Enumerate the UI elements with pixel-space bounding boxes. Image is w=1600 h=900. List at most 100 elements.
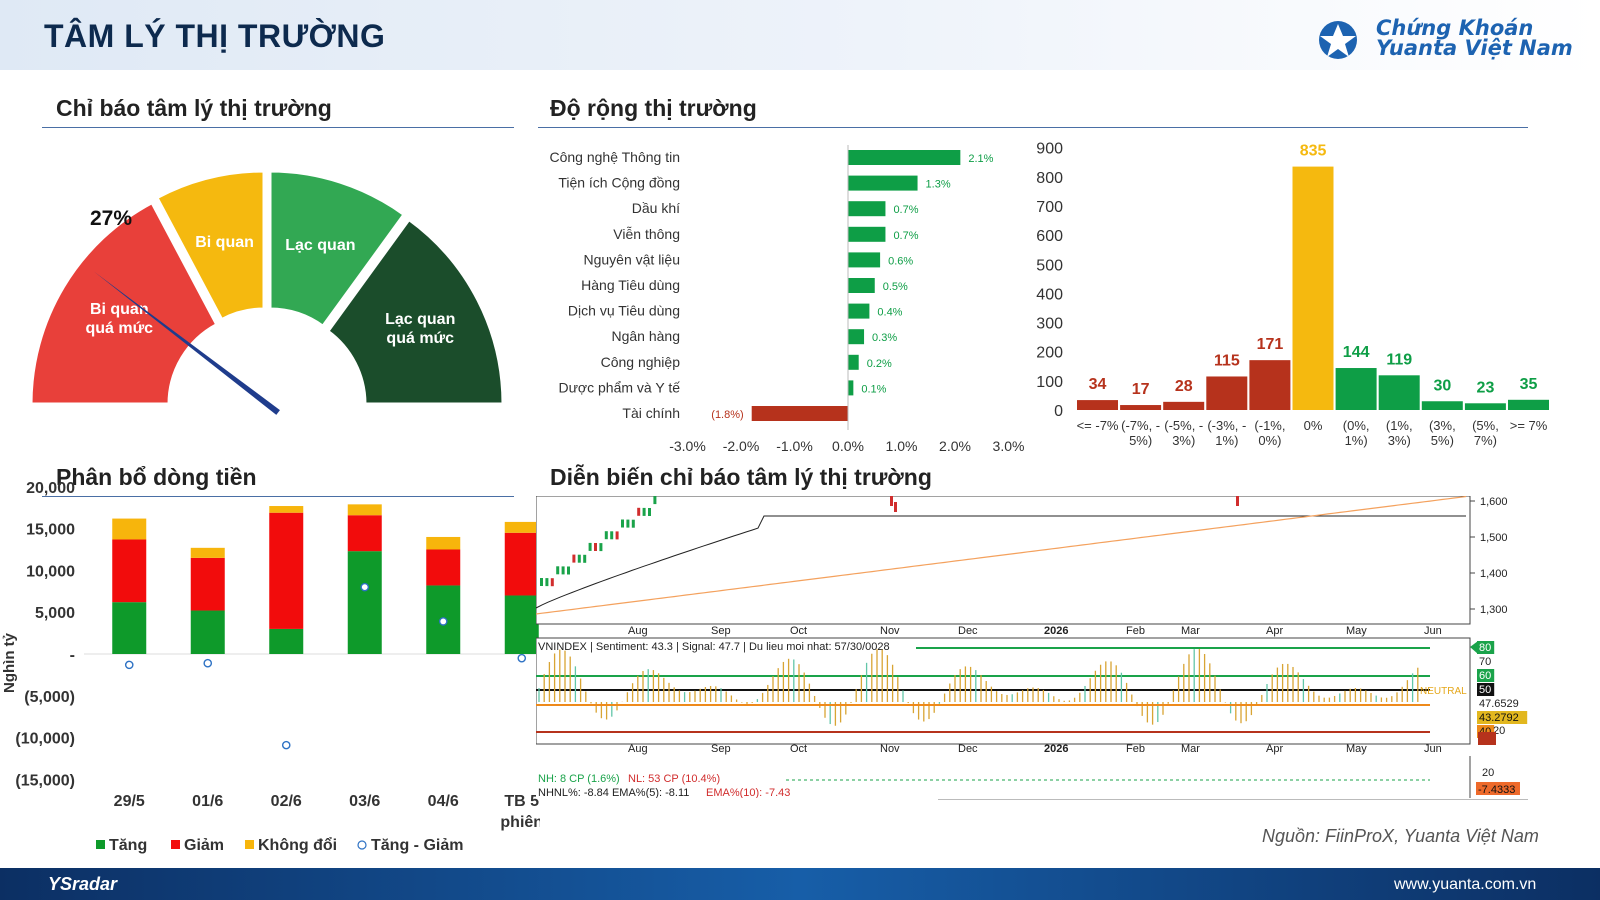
sentiment-axis-label: 20: [1493, 725, 1505, 737]
breadth-value-label: 34: [1089, 376, 1107, 393]
sector-label: Ngân hàng: [611, 328, 680, 344]
gauge-needle: [93, 271, 280, 415]
flow-legend-label: Không đổi: [258, 836, 337, 854]
sector-value-label: 0.6%: [888, 255, 913, 267]
gauge-segment-sublabel-0: quá mức: [85, 320, 153, 337]
month-label: Sep: [711, 625, 731, 637]
sector-label: Tài chính: [622, 405, 680, 421]
sentiment-axis-label: 80: [1479, 642, 1491, 654]
breadth-value-label: 30: [1433, 377, 1451, 394]
price-candle: [599, 543, 603, 552]
sector-label: Công nghiệp: [601, 354, 681, 370]
breadth-value-label: 115: [1214, 352, 1240, 369]
sector-value-label: 0.3%: [872, 332, 897, 344]
flow-bar-segment: [112, 602, 147, 654]
breadth-bar: [1120, 405, 1162, 410]
flow-net-point: [281, 740, 291, 750]
month-label: Apr: [1266, 743, 1283, 755]
flow-x-label: 02/6: [271, 793, 302, 810]
breadth-x-label: 0%): [1258, 433, 1281, 448]
breadth-x-label: 5%): [1129, 433, 1152, 448]
flow-bar-segment: [190, 610, 225, 654]
price-ma-short: [536, 496, 1467, 615]
sentiment-axis-label: 47.6529: [1479, 698, 1519, 710]
price-candle: [550, 578, 554, 587]
flow-legend-label: Tăng - Giảm: [371, 837, 463, 854]
sector-value-label: 0.1%: [861, 383, 886, 395]
gauge-segment-2: [268, 169, 407, 329]
flow-bar-segment: [426, 549, 461, 586]
sentiment-axis-badge: [1477, 683, 1495, 696]
price-candle: [648, 508, 651, 516]
breadth-y-tick: 100: [1036, 374, 1063, 391]
sector-x-tick: 0.0%: [832, 438, 864, 454]
gauge-segment-sublabel-3: quá mức: [386, 330, 454, 347]
price-axis-label: 1,300: [1480, 604, 1508, 616]
sector-bar: [751, 406, 848, 421]
breadth-title: Độ rộng thị trường: [550, 95, 757, 121]
yuanta-star-icon: [1319, 21, 1357, 59]
logo-line-1: Chứng Khoán: [1376, 16, 1534, 40]
breadth-x-label: 3%): [1172, 433, 1195, 448]
sentiment-axis-badge: [1477, 711, 1528, 724]
flow-bar-segment: [190, 547, 225, 558]
breadth-bar: [1335, 368, 1377, 410]
sentiment-80-marker: [1470, 641, 1478, 654]
breadth-x-label: 5%): [1431, 433, 1454, 448]
footer-band: [0, 868, 1600, 900]
month-label: Nov: [880, 743, 900, 755]
highlow-axis-label: 20: [1482, 767, 1494, 779]
month-label: Jun: [1424, 743, 1442, 755]
sector-bar-chart: Công nghệ Thông tin 2.1% Tiện ích Cộng đồn…: [549, 145, 1024, 454]
price-candle: [588, 542, 592, 551]
price-candle: [894, 502, 897, 512]
month-label: May: [1346, 743, 1367, 755]
price-candle: [621, 519, 624, 528]
breadth-bar: [1421, 401, 1463, 410]
breadth-bar: [1292, 166, 1334, 410]
flow-y-tick: -: [70, 647, 75, 664]
flow-net-point: [360, 582, 370, 592]
source-note: Nguồn: FiinProX, Yuanta Việt Nam: [1262, 826, 1539, 846]
breadth-x-label: 1%): [1345, 433, 1368, 448]
price-candle: [594, 543, 597, 551]
sector-label: Dầu khí: [632, 200, 680, 216]
month-label: Apr: [1266, 625, 1283, 637]
gauge-segment-0: [29, 200, 219, 406]
flow-net-point: [124, 660, 134, 670]
breadth-bar: [1508, 399, 1549, 410]
breadth-bar: [1206, 376, 1248, 410]
sector-label: Công nghệ Thông tin: [549, 149, 680, 165]
sector-label: Dược phẩm và Y tế: [558, 379, 680, 395]
sentiment-axis-label: 50: [1479, 684, 1491, 696]
price-candle: [561, 566, 565, 575]
breadth-x-label: (-7%, -: [1121, 418, 1160, 433]
flow-x-label: 01/6: [192, 793, 223, 810]
highlow-line-2b: EMA%(10): -7.43: [706, 787, 790, 798]
highlow-axis-value: -7.4333: [1478, 784, 1515, 796]
breadth-x-label: (0%,: [1343, 418, 1370, 433]
sector-x-tick: 2.0%: [939, 438, 971, 454]
breadth-x-label: (1%,: [1386, 418, 1413, 433]
price-candle: [577, 554, 581, 563]
price-candle: [540, 578, 543, 586]
flow-legend-swatch: [357, 840, 367, 850]
flow-y-tick: (10,000): [15, 731, 75, 748]
logo-line-2: Yuanta Việt Nam: [1376, 36, 1573, 60]
sector-bar: [848, 226, 886, 242]
flow-y-tick: 10,000: [26, 563, 75, 580]
breadth-value-label: 171: [1257, 336, 1284, 353]
flow-net-point: [517, 653, 527, 663]
breadth-y-tick: 0: [1054, 403, 1063, 420]
sector-bar: [848, 150, 961, 165]
month-label: Aug: [628, 743, 648, 755]
breadth-bar: [1163, 401, 1205, 410]
sector-bar: [848, 303, 870, 319]
breadth-y-tick: 300: [1036, 316, 1063, 333]
highlow-axis-badge: [1476, 782, 1520, 795]
breadth-x-label: >= 7%: [1510, 418, 1548, 433]
gauge-segment-label-2: Lạc quan: [285, 237, 355, 254]
flow-legend-swatch: [171, 840, 180, 849]
breadth-title-underline: [538, 127, 1528, 128]
breadth-y-tick: 900: [1036, 141, 1063, 158]
